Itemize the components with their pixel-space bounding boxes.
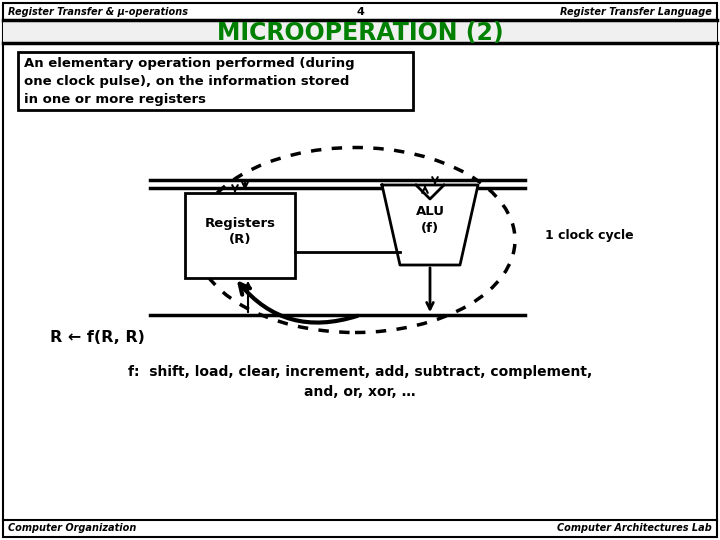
Bar xyxy=(3,20,717,43)
Text: 4: 4 xyxy=(356,7,364,17)
Text: 1 clock cycle: 1 clock cycle xyxy=(545,228,634,241)
Text: MICROOPERATION (2): MICROOPERATION (2) xyxy=(217,21,503,45)
Bar xyxy=(185,193,295,278)
Text: f:  shift, load, clear, increment, add, subtract, complement,: f: shift, load, clear, increment, add, s… xyxy=(128,365,592,379)
Text: Computer Architectures Lab: Computer Architectures Lab xyxy=(557,523,712,533)
Text: Register Transfer Language: Register Transfer Language xyxy=(560,7,712,17)
Polygon shape xyxy=(382,185,478,265)
FancyArrowPatch shape xyxy=(240,284,357,322)
Text: Register Transfer & μ-operations: Register Transfer & μ-operations xyxy=(8,7,188,17)
Text: An elementary operation performed (during
one clock pulse), on the information s: An elementary operation performed (durin… xyxy=(24,57,355,106)
Text: R ← f(R, R): R ← f(R, R) xyxy=(50,330,145,345)
Text: Registers
(R): Registers (R) xyxy=(204,217,276,246)
Text: Computer Organization: Computer Organization xyxy=(8,523,136,533)
Text: ALU
(f): ALU (f) xyxy=(415,205,444,235)
Text: and, or, xor, …: and, or, xor, … xyxy=(304,385,416,399)
Bar xyxy=(18,52,413,110)
